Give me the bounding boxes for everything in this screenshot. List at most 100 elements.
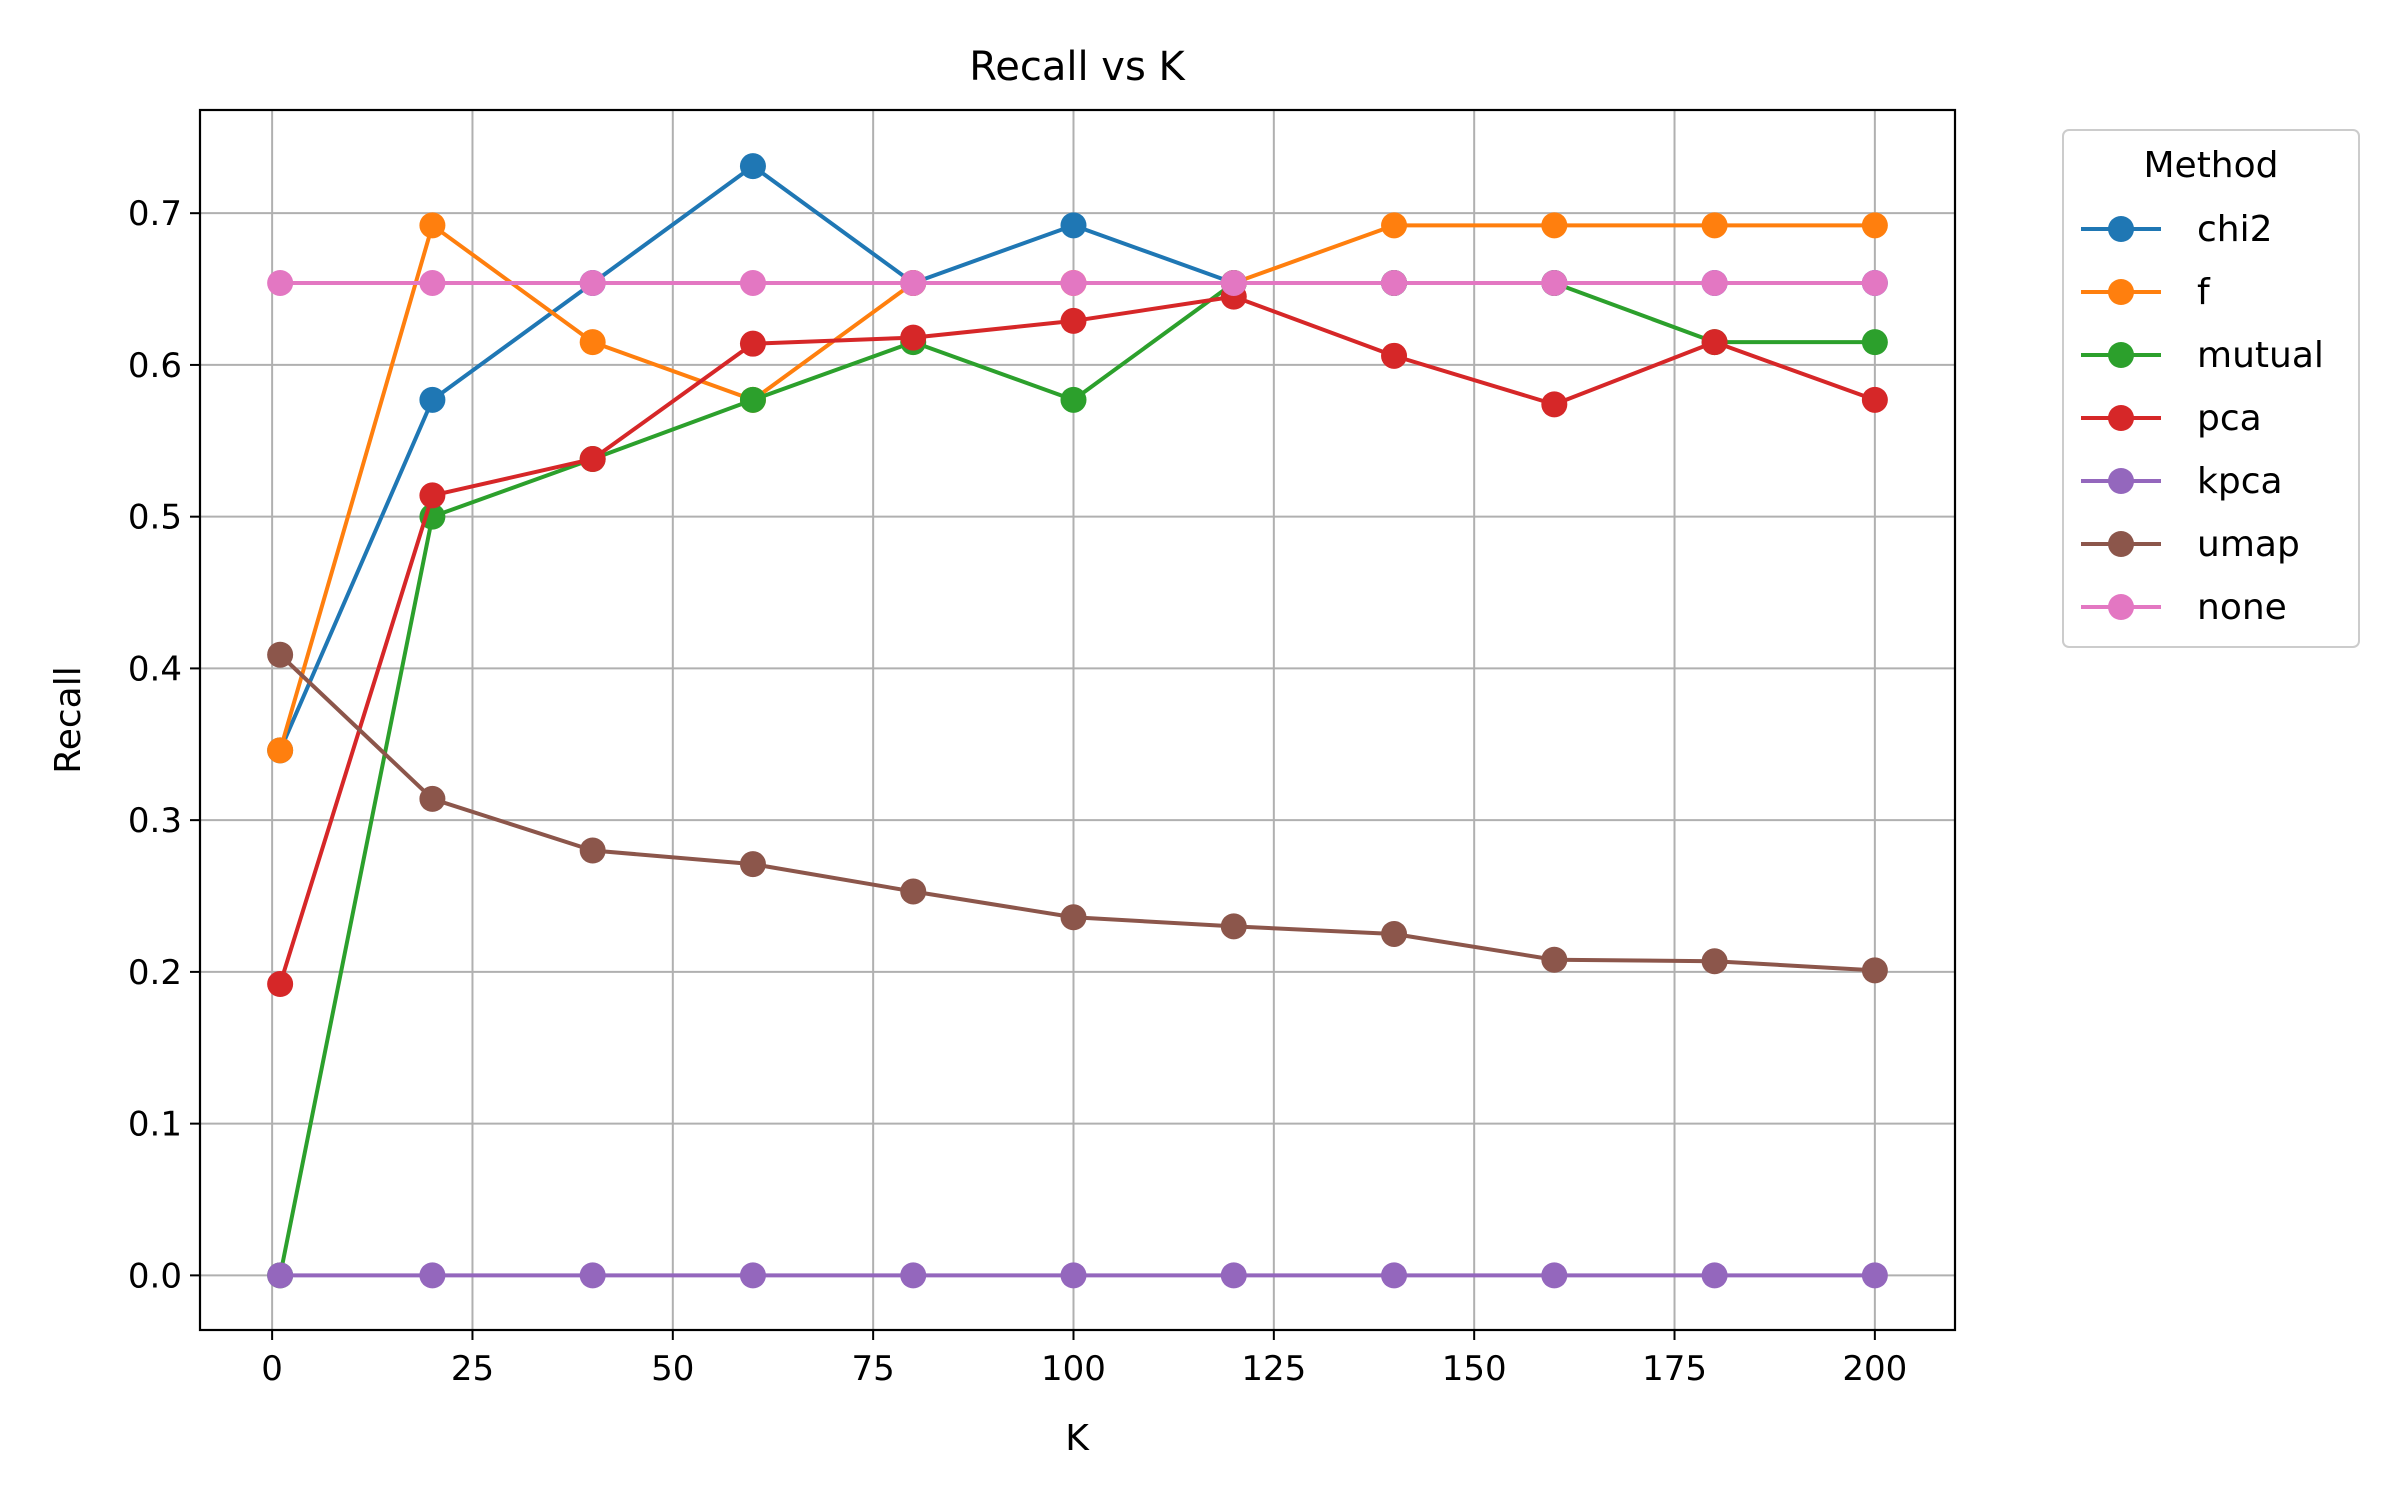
data-point-none [739, 269, 766, 296]
data-point-kpca [1381, 1262, 1408, 1289]
data-point-f [1701, 212, 1728, 239]
data-point-umap [419, 785, 446, 812]
data-point-none [267, 269, 294, 296]
legend-label: chi2 [2197, 209, 2273, 250]
chart-title: Recall vs K [969, 44, 1186, 90]
data-point-f [1541, 212, 1568, 239]
series-none [267, 269, 1888, 296]
legend-marker [2108, 279, 2134, 305]
data-point-none [1701, 269, 1728, 296]
data-point-kpca [739, 1262, 766, 1289]
data-point-none [900, 269, 927, 296]
legend-entry-chi2: chi2 [2081, 209, 2273, 250]
legend-entry-f: f [2081, 272, 2211, 313]
legend-entries: chi2 f mutual pca kpca umap none [2081, 209, 2324, 628]
x-tick-label: 200 [1842, 1349, 1907, 1389]
data-point-f [1381, 212, 1408, 239]
data-point-pca [1541, 391, 1568, 418]
data-point-none [1060, 269, 1087, 296]
data-point-chi2 [419, 386, 446, 413]
series-pca [267, 283, 1888, 998]
data-point-umap [1541, 946, 1568, 973]
data-point-none [1381, 269, 1408, 296]
legend-entry-mutual: mutual [2081, 335, 2324, 376]
data-point-none [419, 269, 446, 296]
data-point-kpca [1060, 1262, 1087, 1289]
data-point-mutual [739, 386, 766, 413]
y-tick-label: 0.3 [128, 801, 182, 841]
data-point-umap [1701, 948, 1728, 975]
series-layer [267, 153, 1888, 1289]
data-point-umap [1861, 957, 1888, 984]
data-point-kpca [267, 1262, 294, 1289]
data-point-none [579, 269, 606, 296]
data-point-pca [1701, 329, 1728, 356]
data-point-kpca [1541, 1262, 1568, 1289]
y-tick-label: 0.2 [128, 953, 182, 993]
legend: Method chi2 f mutual pca kpca umap none [2062, 129, 2360, 648]
legend-label: umap [2197, 524, 2300, 565]
data-point-pca [739, 330, 766, 357]
x-axis-label: K [1065, 1418, 1090, 1459]
legend-marker [2108, 405, 2134, 431]
data-point-kpca [1701, 1262, 1728, 1289]
legend-entry-pca: pca [2081, 398, 2262, 439]
x-tick-label: 150 [1442, 1349, 1507, 1389]
data-point-kpca [419, 1262, 446, 1289]
data-point-f [419, 212, 446, 239]
data-point-f [1861, 212, 1888, 239]
data-point-kpca [1861, 1262, 1888, 1289]
data-point-pca [1381, 342, 1408, 369]
legend-marker [2108, 468, 2134, 494]
data-point-kpca [579, 1262, 606, 1289]
data-point-f [267, 737, 294, 764]
x-tick-label: 50 [651, 1349, 694, 1389]
legend-label: kpca [2197, 461, 2283, 502]
data-point-chi2 [739, 153, 766, 180]
y-tick-label: 0.6 [128, 346, 182, 386]
y-tick-label: 0.0 [128, 1256, 182, 1296]
data-point-pca [900, 324, 927, 351]
legend-marker [2108, 216, 2134, 242]
legend-marker [2108, 531, 2134, 557]
data-point-pca [267, 971, 294, 998]
data-point-none [1220, 269, 1247, 296]
x-tick-label: 100 [1041, 1349, 1106, 1389]
plot-frame [198, 108, 1957, 1332]
legend-label: f [2197, 272, 2211, 313]
data-point-umap [1060, 904, 1087, 931]
data-point-umap [1220, 913, 1247, 940]
legend-marker [2108, 594, 2134, 620]
data-point-pca [1060, 307, 1087, 334]
series-kpca [267, 1262, 1888, 1289]
series-umap [267, 641, 1888, 984]
legend-label: none [2197, 587, 2287, 628]
data-point-kpca [1220, 1262, 1247, 1289]
x-tick-label: 25 [451, 1349, 494, 1389]
x-tick-label: 75 [852, 1349, 895, 1389]
data-point-none [1861, 269, 1888, 296]
legend-entry-umap: umap [2081, 524, 2300, 565]
data-point-umap [900, 878, 927, 905]
y-tick-label: 0.5 [128, 498, 182, 538]
legend-label: mutual [2197, 335, 2324, 376]
data-point-umap [1381, 920, 1408, 947]
y-tick-label: 0.7 [128, 194, 182, 234]
data-point-chi2 [1060, 212, 1087, 239]
legend-title: Method [2143, 145, 2278, 186]
x-tick-label: 0 [261, 1349, 283, 1389]
data-point-umap [579, 837, 606, 864]
y-axis-label: Recall [48, 666, 89, 773]
data-point-mutual [1060, 386, 1087, 413]
x-tick-label: 125 [1241, 1349, 1306, 1389]
data-point-umap [267, 641, 294, 668]
legend-label: pca [2197, 398, 2262, 439]
data-point-pca [419, 482, 446, 509]
legend-marker [2108, 342, 2134, 368]
data-point-pca [1861, 386, 1888, 413]
data-point-umap [739, 851, 766, 878]
legend-entry-none: none [2081, 587, 2287, 628]
